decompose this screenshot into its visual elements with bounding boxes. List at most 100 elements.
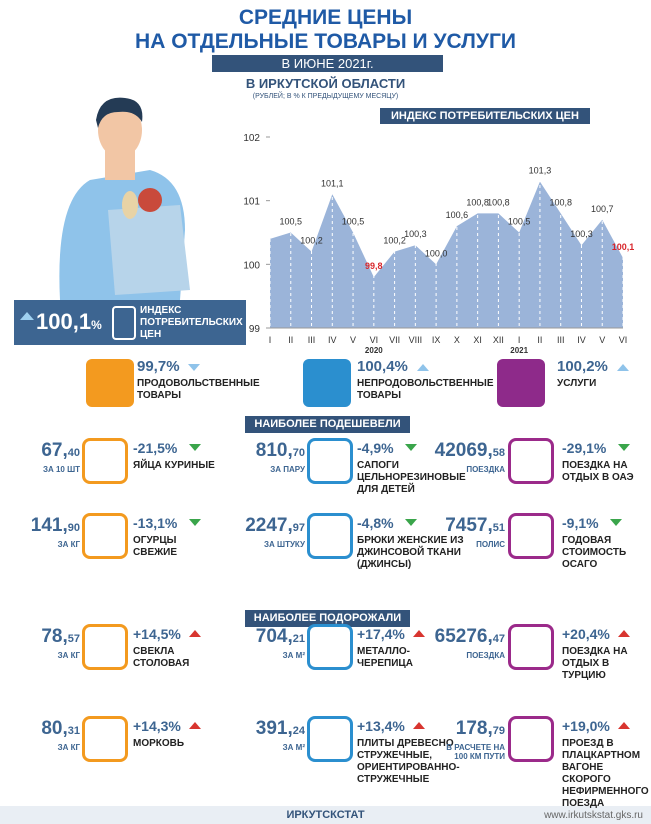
item-name: ПРОЕЗД В ПЛАЦКАРТНОМ ВАГОНЕ СКОРОГО НЕФИ… [562, 738, 649, 809]
price-dec: 97 [292, 522, 305, 534]
up-arrow [189, 722, 201, 729]
price-dec: 51 [492, 522, 505, 534]
x-tick-label: V [599, 335, 605, 345]
up-arrow [417, 364, 429, 371]
down-arrow [610, 519, 622, 526]
data-label: 100,1 [612, 242, 635, 252]
data-label: 100,5 [508, 217, 531, 227]
x-tick-label: VII [389, 335, 400, 345]
footer-org: ИРКУТСКСТАТ [286, 809, 365, 821]
price-int: 141, [30, 515, 68, 536]
chart-title: ИНДЕКС ПОТРЕБИТЕЛЬСКИХ ЦЕН [380, 108, 590, 124]
region: В ИРКУТСКОЙ ОБЛАСТИ [245, 76, 406, 91]
change: +14,5% [133, 626, 181, 642]
group-value: 100,2% [557, 358, 608, 375]
item-icon [307, 624, 353, 670]
item-name: ЯЙЦА КУРИНЫЕ [133, 460, 215, 471]
x-tick-label: XI [473, 335, 482, 345]
footer-url: www.irkutskstat.gks.ru [544, 810, 643, 821]
group-icon [303, 359, 351, 407]
tag-icon [112, 306, 136, 340]
data-label: 100,5 [342, 217, 365, 227]
x-tick-label: V [350, 335, 356, 345]
item-icon [82, 716, 128, 762]
price-dec: 31 [67, 725, 80, 737]
y-tick-label: 100 [243, 260, 260, 271]
price-dec: 24 [292, 725, 305, 737]
x-tick-label: IV [328, 335, 337, 345]
item-name: ПОЕЗДКА НА ОТДЫХ В ОАЭ [562, 460, 634, 483]
group-icon [86, 359, 134, 407]
data-label: 100,3 [570, 229, 593, 239]
change: -4,9% [357, 440, 394, 456]
group-icon [497, 359, 545, 407]
x-tick-label: VI [619, 335, 628, 345]
up-arrow [189, 630, 201, 637]
change: +20,4% [562, 626, 610, 642]
price-int: 704, [255, 626, 293, 647]
price-dec: 57 [67, 633, 80, 645]
item-icon [508, 624, 554, 670]
item-icon [508, 438, 554, 484]
price-int: 80, [41, 718, 68, 739]
x-tick-label: IX [432, 335, 441, 345]
down-arrow [188, 364, 200, 371]
price-unit: ЗА ШТУКУ [264, 540, 305, 549]
data-label: 100,6 [446, 210, 469, 220]
change: -4,8% [357, 515, 394, 531]
group-value: 99,7% [137, 358, 180, 375]
item-icon [307, 513, 353, 559]
item-icon [307, 438, 353, 484]
data-label: 100,5 [279, 217, 302, 227]
price: 391,24 [256, 718, 305, 740]
y-tick-label: 99 [249, 324, 261, 335]
price-int: 178, [455, 718, 493, 739]
x-tick-label: II [288, 335, 293, 345]
price-int: 7457, [445, 515, 493, 536]
change: +17,4% [357, 626, 405, 642]
change: +14,3% [133, 718, 181, 734]
price: 78,57 [41, 626, 80, 648]
up-arrow [413, 722, 425, 729]
down-arrow [405, 444, 417, 451]
item-icon [508, 513, 554, 559]
x-tick-label: XII [493, 335, 504, 345]
price: 810,70 [256, 440, 305, 462]
y-tick-label: 101 [243, 197, 260, 208]
change: -21,5% [133, 440, 178, 456]
data-label: 100,0 [425, 248, 448, 258]
cpi-number: 100,1 [36, 309, 92, 334]
person-illustration [59, 97, 190, 300]
group-label: ПРОДОВОЛЬСТВЕННЫЕ ТОВАРЫ [137, 378, 260, 401]
item-name: МОРКОВЬ [133, 738, 185, 749]
item-name: МЕТАЛЛО-ЧЕРЕПИЦА [357, 646, 413, 669]
cpi-value: 100,1% [36, 309, 102, 335]
price: 704,21 [256, 626, 305, 648]
price-unit: ПОЕЗДКА [466, 651, 505, 660]
price-dec: 47 [492, 633, 505, 645]
price: 65276,47 [435, 626, 505, 648]
item-name: САПОГИ ЦЕЛЬНОРЕЗИНОВЫЕ ДЛЯ ДЕТЕЙ [357, 460, 466, 495]
footer: ИРКУТСКСТАТ www.irkutskstat.gks.ru [0, 806, 651, 824]
section-title: НАИБОЛЕЕ ПОДЕШЕВЕЛИ [245, 416, 410, 433]
change: +19,0% [562, 718, 610, 734]
change: -13,1% [133, 515, 178, 531]
data-label: 101,3 [529, 166, 552, 176]
x-tick-label: III [557, 335, 565, 345]
item-name: ПЛИТЫ ДРЕВЕСНО СТРУЖЕЧНЫЕ, ОРИЕНТИРОВАНН… [357, 738, 460, 785]
x-tick-label: VIII [409, 335, 423, 345]
price-unit: ЗА М² [282, 743, 305, 752]
price-unit: ЗА КГ [57, 651, 80, 660]
group-label: УСЛУГИ [557, 378, 597, 389]
period: В ИЮНЕ 2021г. [212, 55, 443, 72]
price: 42069,58 [435, 440, 505, 462]
x-tick-label: VI [370, 335, 379, 345]
price-int: 42069, [434, 440, 493, 461]
item-name: СВЕКЛА СТОЛОВАЯ [133, 646, 190, 669]
section-title: НАИБОЛЕЕ ПОДОРОЖАЛИ [245, 610, 410, 627]
year-label: 2021 [510, 346, 528, 355]
data-label: 100,8 [466, 197, 489, 207]
group-label: НЕПРОДОВОЛЬСТВЕННЫЕ ТОВАРЫ [357, 378, 494, 401]
down-arrow [405, 519, 417, 526]
